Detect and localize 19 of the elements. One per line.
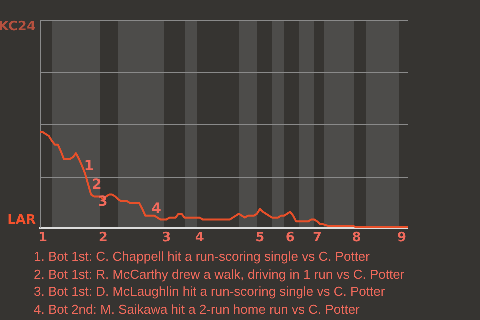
annotation: 3 bbox=[98, 194, 108, 210]
text: 1. Bot 1st: C. Chappell hit a run-scoring single vs C. Potter bbox=[34, 248, 371, 266]
text: 2. Bot 1st: R. McCarthy drew a walk, driving in 1 run vs C. Potter bbox=[34, 266, 406, 283]
x-tick-label: 3 bbox=[162, 230, 172, 246]
annotation: 4 bbox=[152, 200, 162, 217]
x-tick-label: 1 bbox=[38, 230, 48, 246]
text: 4. Bot 2nd: M. Saikawa hit a 2-run home run vs C. Potter bbox=[34, 300, 361, 318]
text: KC24 bbox=[0, 19, 36, 34]
x-tick-label: 2 bbox=[98, 230, 108, 246]
text: 3. Bot 1st: D. McLaughlin hit a run-scoring single vs C. Potter bbox=[34, 283, 386, 300]
annotation: 1 bbox=[84, 158, 94, 175]
x-tick-label: 4 bbox=[195, 230, 204, 246]
x-tick-label: 6 bbox=[286, 230, 295, 246]
x-tick-label: 9 bbox=[397, 230, 406, 246]
text: LAR bbox=[8, 212, 36, 228]
x-tick-label: 5 bbox=[256, 230, 265, 246]
x-tick-label: 7 bbox=[312, 230, 322, 246]
annotation: 2 bbox=[92, 176, 102, 193]
x-tick-label: 8 bbox=[352, 230, 362, 246]
